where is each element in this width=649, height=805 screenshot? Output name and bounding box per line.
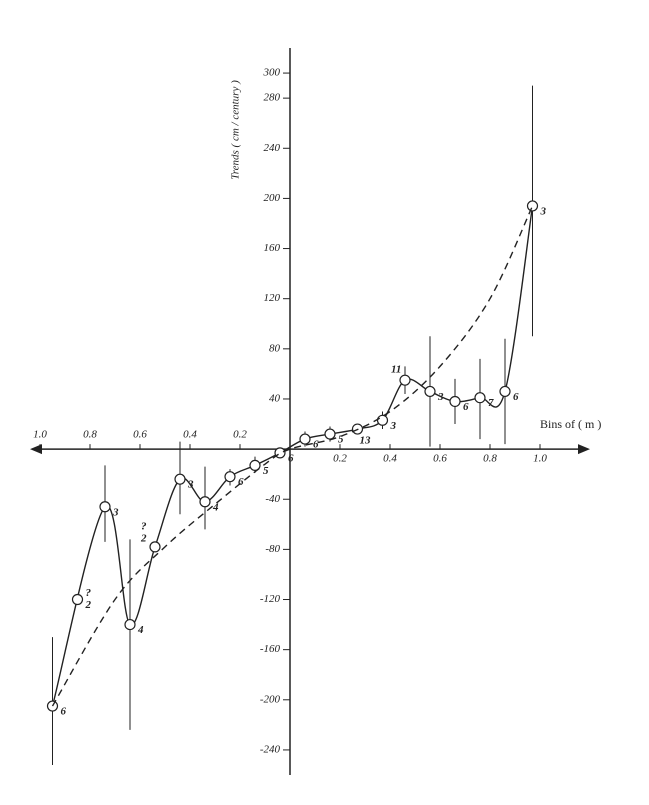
data-point [149, 541, 161, 553]
count-label: 3 [390, 420, 397, 432]
y-tick-label: 120 [264, 292, 281, 304]
y-tick-label: -40 [265, 493, 280, 505]
count-label: 5 [263, 465, 269, 477]
y-tick-label: -240 [260, 743, 281, 755]
data-point [399, 374, 411, 386]
trend-line [51, 205, 534, 707]
count-label: 3 [540, 205, 547, 217]
count-label: 3 [187, 479, 194, 491]
y-tick-label: -120 [260, 593, 281, 605]
data-point [224, 471, 236, 483]
x-axis-label: Bins of ( m ) [540, 417, 601, 431]
y-tick-label: 160 [264, 242, 281, 254]
x-axis-arrow [30, 444, 42, 455]
data-point [299, 433, 311, 445]
data-point [526, 200, 539, 212]
y-tick-label: 240 [264, 142, 281, 154]
data-point [474, 392, 486, 404]
count-label: 6 [463, 401, 469, 413]
count-label: 2 [85, 599, 92, 611]
y-axis-label: Trends ( cm / century ) [230, 80, 242, 180]
x-tick-label: 0.2 [233, 429, 247, 441]
x-axis-arrow [578, 444, 590, 455]
data-point [449, 395, 461, 408]
data-point [199, 496, 211, 508]
data-point [124, 618, 136, 631]
data-point [249, 459, 261, 471]
query-note: ? [141, 520, 147, 532]
count-label: 2 [140, 532, 147, 544]
count-label: 6 [61, 706, 67, 718]
y-tick-label: 300 [263, 67, 281, 79]
data-point [376, 414, 389, 426]
x-tick-label: 0.6 [133, 429, 147, 441]
y-tick-label: 280 [264, 92, 281, 104]
y-tick-label: 80 [269, 342, 281, 354]
y-tick-label: 200 [264, 192, 281, 204]
x-tick-label: 0.8 [83, 429, 97, 441]
x-tick-label: 0.8 [483, 453, 497, 465]
count-label: 4 [212, 501, 219, 513]
y-tick-label: -160 [260, 643, 281, 655]
x-tick-label: 0.2 [333, 453, 347, 465]
count-label: 6 [513, 391, 519, 403]
count-label: 5 [338, 434, 344, 446]
count-label: 6 [238, 476, 244, 488]
count-label: 13 [360, 435, 372, 447]
count-label: 7 [488, 397, 494, 409]
count-label: 6 [288, 452, 294, 464]
data-point [499, 385, 511, 398]
data-point [324, 428, 336, 440]
x-tick-label: 0.4 [183, 429, 197, 441]
x-tick-label: 0.4 [383, 453, 397, 465]
count-label: 11 [391, 364, 401, 376]
data-point [424, 385, 436, 398]
data-point [71, 593, 84, 606]
count-label: 4 [137, 624, 144, 636]
query-note: ? [86, 587, 92, 599]
count-label: 3 [112, 506, 119, 518]
x-tick-label: 1.0 [533, 453, 547, 465]
data-point [99, 501, 111, 513]
y-tick-label: -200 [260, 693, 281, 705]
y-tick-label: -80 [265, 543, 280, 555]
x-tick-label: 1.0 [33, 429, 47, 441]
count-label: 3 [437, 391, 444, 403]
y-tick-label: 40 [269, 392, 281, 404]
x-tick-label: 0.6 [433, 453, 447, 465]
data-point [174, 473, 186, 485]
count-label: 6 [313, 439, 319, 451]
